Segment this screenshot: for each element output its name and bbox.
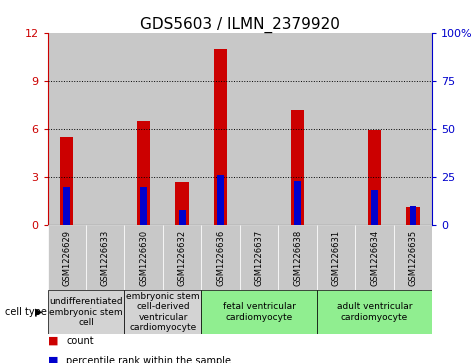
Text: fetal ventricular
cardiomyocyte: fetal ventricular cardiomyocyte	[223, 302, 295, 322]
Bar	[368, 130, 381, 225]
Bar	[48, 290, 124, 334]
Bar	[278, 33, 317, 225]
Bar	[48, 225, 86, 290]
Bar	[175, 182, 189, 225]
Bar	[394, 225, 432, 290]
Bar	[63, 187, 70, 225]
Bar	[317, 225, 355, 290]
Bar	[294, 181, 301, 225]
Bar	[355, 33, 394, 225]
Bar	[60, 137, 74, 225]
Bar	[124, 33, 163, 225]
Text: GSM1226629: GSM1226629	[62, 230, 71, 286]
Bar	[406, 207, 420, 225]
Bar	[137, 121, 151, 225]
Bar	[317, 33, 355, 225]
Text: embryonic stem
cell-derived
ventricular
cardiomyocyte: embryonic stem cell-derived ventricular …	[126, 292, 200, 332]
Bar	[201, 225, 240, 290]
Bar	[48, 33, 86, 225]
Bar	[394, 33, 432, 225]
Text: ▶: ▶	[35, 307, 43, 317]
Bar	[291, 110, 304, 225]
Bar	[124, 225, 163, 290]
Text: GSM1226631: GSM1226631	[332, 230, 341, 286]
Bar	[124, 290, 201, 334]
Text: GSM1226637: GSM1226637	[255, 230, 264, 286]
Text: percentile rank within the sample: percentile rank within the sample	[66, 356, 231, 363]
Bar	[86, 33, 124, 225]
Text: undifferentiated
embryonic stem
cell: undifferentiated embryonic stem cell	[49, 297, 123, 327]
Bar	[201, 33, 240, 225]
Bar	[240, 33, 278, 225]
Text: GSM1226638: GSM1226638	[293, 230, 302, 286]
Bar	[355, 225, 394, 290]
Text: ■: ■	[48, 356, 58, 363]
Bar	[409, 206, 417, 225]
Text: GSM1226634: GSM1226634	[370, 230, 379, 286]
Text: GSM1226630: GSM1226630	[139, 230, 148, 286]
Bar	[240, 225, 278, 290]
Text: GSM1226633: GSM1226633	[101, 230, 110, 286]
Bar	[163, 225, 201, 290]
Title: GDS5603 / ILMN_2379920: GDS5603 / ILMN_2379920	[140, 16, 340, 33]
Bar	[163, 33, 201, 225]
Text: GSM1226636: GSM1226636	[216, 230, 225, 286]
Text: GSM1226635: GSM1226635	[408, 230, 418, 286]
Bar	[201, 290, 317, 334]
Bar	[371, 191, 378, 225]
Text: adult ventricular
cardiomyocyte: adult ventricular cardiomyocyte	[337, 302, 412, 322]
Text: ■: ■	[48, 336, 58, 346]
Text: count: count	[66, 336, 94, 346]
Bar	[140, 187, 147, 225]
Text: GSM1226632: GSM1226632	[178, 230, 187, 286]
Bar	[214, 49, 228, 225]
Bar	[317, 290, 432, 334]
Bar	[179, 210, 186, 225]
Bar	[217, 175, 224, 225]
Text: cell type: cell type	[5, 307, 47, 317]
Bar	[86, 225, 124, 290]
Bar	[278, 225, 317, 290]
